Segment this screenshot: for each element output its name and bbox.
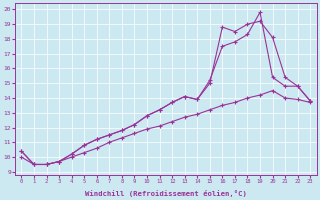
X-axis label: Windchill (Refroidissement éolien,°C): Windchill (Refroidissement éolien,°C) bbox=[85, 190, 247, 197]
